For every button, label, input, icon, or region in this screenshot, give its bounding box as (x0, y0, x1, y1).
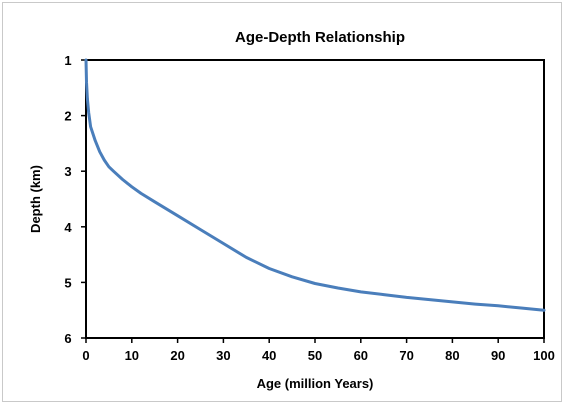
y-tick-label: 5 (64, 275, 71, 290)
x-tick-label: 30 (216, 348, 230, 363)
plot-area-frame (85, 59, 545, 339)
y-tick-label: 2 (64, 109, 71, 124)
y-axis-title: Depth (km) (28, 165, 43, 233)
y-tick-label: 4 (64, 220, 72, 235)
x-tick-label: 20 (170, 348, 184, 363)
x-tick-label: 70 (399, 348, 413, 363)
y-axis-ticks: 1 2 3 4 5 6 (64, 53, 86, 346)
y-tick-label: 6 (64, 331, 71, 346)
x-tick-label: 40 (262, 348, 276, 363)
x-tick-label: 50 (308, 348, 322, 363)
series-group (84, 58, 546, 312)
y-tick-label: 1 (64, 53, 71, 68)
x-axis-ticks: 0 10 20 30 40 50 60 70 80 90 100 (82, 338, 555, 363)
x-axis-title: Age (million Years) (257, 376, 374, 391)
depth-series-line (84, 58, 546, 312)
x-tick-label: 0 (82, 348, 89, 363)
x-tick-label: 100 (533, 348, 555, 363)
x-tick-label: 60 (354, 348, 368, 363)
y-tick-label: 3 (64, 164, 71, 179)
chart-title: Age-Depth Relationship (235, 29, 405, 46)
x-tick-label: 90 (491, 348, 505, 363)
chart-frame (2, 2, 562, 402)
x-tick-label: 10 (125, 348, 139, 363)
x-tick-label: 80 (445, 348, 459, 363)
